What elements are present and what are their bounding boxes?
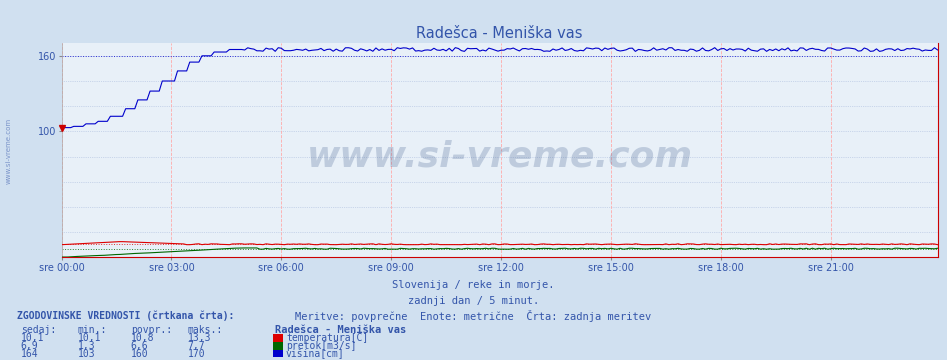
Text: www.si-vreme.com: www.si-vreme.com [307, 140, 692, 174]
Text: sedaj:: sedaj: [21, 325, 56, 335]
Text: Radešca - Meniška vas: Radešca - Meniška vas [275, 325, 406, 335]
Text: višina[cm]: višina[cm] [286, 349, 345, 359]
Text: www.si-vreme.com: www.si-vreme.com [6, 118, 11, 184]
Text: min.:: min.: [78, 325, 107, 335]
Text: 13,3: 13,3 [188, 333, 211, 343]
Text: ZGODOVINSKE VREDNOSTI (črtkana črta):: ZGODOVINSKE VREDNOSTI (črtkana črta): [17, 310, 235, 321]
Text: 10,8: 10,8 [131, 333, 154, 343]
Text: 160: 160 [131, 349, 149, 359]
Text: Meritve: povprečne  Enote: metrične  Črta: zadnja meritev: Meritve: povprečne Enote: metrične Črta:… [295, 310, 652, 323]
Text: 6,6: 6,6 [131, 341, 149, 351]
Text: 7,7: 7,7 [188, 341, 205, 351]
Text: 6,9: 6,9 [21, 341, 39, 351]
Text: pretok[m3/s]: pretok[m3/s] [286, 341, 356, 351]
Text: 164: 164 [21, 349, 39, 359]
Text: 170: 170 [188, 349, 205, 359]
Title: Radešca - Meniška vas: Radešca - Meniška vas [417, 26, 582, 41]
Text: povpr.:: povpr.: [131, 325, 171, 335]
Text: 1,3: 1,3 [78, 341, 96, 351]
Text: Slovenija / reke in morje.: Slovenija / reke in morje. [392, 280, 555, 290]
Text: temperatura[C]: temperatura[C] [286, 333, 368, 343]
Text: maks.:: maks.: [188, 325, 223, 335]
Text: 10,1: 10,1 [21, 333, 45, 343]
Text: zadnji dan / 5 minut.: zadnji dan / 5 minut. [408, 296, 539, 306]
Text: 10,1: 10,1 [78, 333, 101, 343]
Text: 103: 103 [78, 349, 96, 359]
